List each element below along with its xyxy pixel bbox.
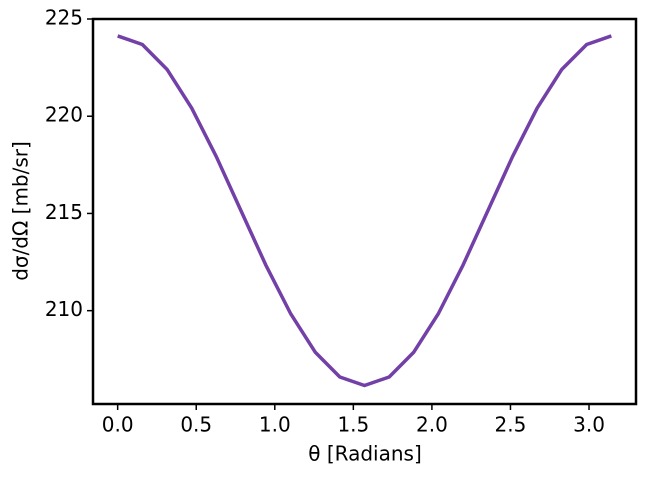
plot-frame	[91, 17, 638, 406]
y-axis-label: dσ/dΩ [mb/sr]	[9, 141, 33, 281]
x-tick-label: 0.0	[102, 413, 134, 437]
x-tick-label: 1.0	[259, 413, 291, 437]
y-tick-label: 225	[45, 6, 83, 30]
x-tick-label: 2.0	[416, 413, 448, 437]
x-tick-label: 3.0	[573, 413, 605, 437]
line-series	[117, 34, 612, 388]
x-tick-label: 0.5	[180, 413, 212, 437]
x-tick-label: 1.5	[337, 413, 369, 437]
x-axis-label: θ [Radians]	[308, 442, 422, 466]
y-tick-label: 220	[45, 103, 83, 127]
x-tick-label: 2.5	[495, 413, 527, 437]
y-tick-label: 210	[45, 297, 83, 321]
y-tick-label: 215	[45, 200, 83, 224]
